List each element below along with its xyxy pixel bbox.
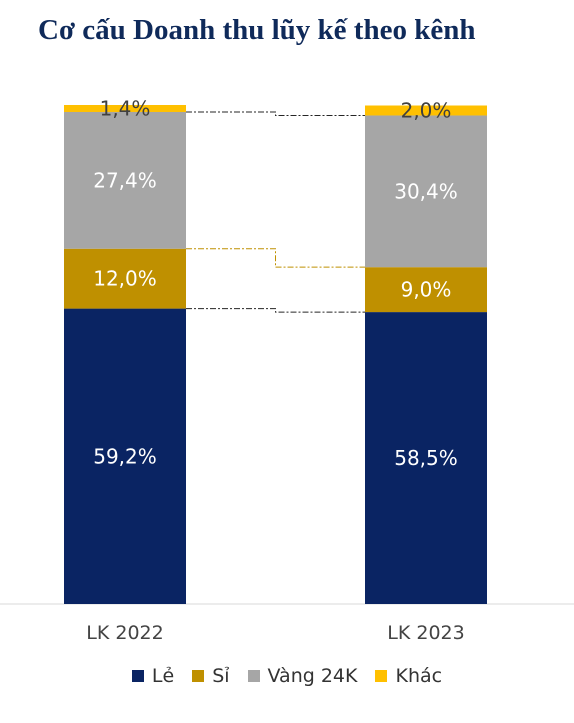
- legend-item-khác: Khác: [375, 665, 442, 687]
- data-label-vàng-24k-1: 30,4%: [394, 179, 458, 203]
- category-label-0: LK 2022: [86, 622, 163, 644]
- data-label-lẻ-1: 58,5%: [394, 446, 458, 470]
- legend-item-vàng-24k: Vàng 24K: [247, 665, 358, 687]
- legend-label: Vàng 24K: [267, 665, 358, 687]
- legend-swatch: [375, 670, 388, 682]
- data-label-sỉ-0: 12,0%: [93, 267, 157, 291]
- legend-label: Lẻ: [151, 665, 175, 687]
- data-label-khác-1: 2,0%: [401, 98, 452, 122]
- legend-swatch: [247, 670, 260, 682]
- connector-line-0: [186, 308, 365, 313]
- bar-segment-lẻ-0: [64, 308, 186, 604]
- legend-item-sỉ: Sỉ: [192, 665, 230, 687]
- legend-label: Khác: [395, 665, 443, 687]
- connector-line-2: [186, 111, 365, 116]
- bar-segment-lẻ-1: [365, 312, 487, 604]
- bar-segment-khác-0: [64, 105, 186, 112]
- data-label-lẻ-0: 59,2%: [93, 444, 157, 468]
- legend: Lẻ Sỉ Vàng 24K Khác: [0, 662, 574, 690]
- bar-segment-khác-1: [365, 105, 487, 116]
- legend-label: Sỉ: [212, 665, 230, 687]
- data-label-khác-0: 1,4%: [100, 96, 151, 120]
- connector-line-1: [186, 248, 365, 268]
- category-label-1: LK 2023: [387, 622, 464, 644]
- bar-segment-vàng-24k-0: [64, 111, 186, 249]
- bar-segment-sỉ-0: [64, 248, 186, 309]
- legend-item-lẻ: Lẻ: [131, 665, 175, 687]
- chart-title: Cơ cấu Doanh thu lũy kế theo kênh: [38, 14, 476, 46]
- bar-segment-sỉ-1: [365, 267, 487, 313]
- legend-swatch: [131, 670, 144, 682]
- data-label-sỉ-1: 9,0%: [401, 278, 452, 302]
- data-label-vàng-24k-0: 27,4%: [93, 168, 157, 192]
- legend-swatch: [192, 670, 205, 682]
- bar-segment-vàng-24k-1: [365, 115, 487, 268]
